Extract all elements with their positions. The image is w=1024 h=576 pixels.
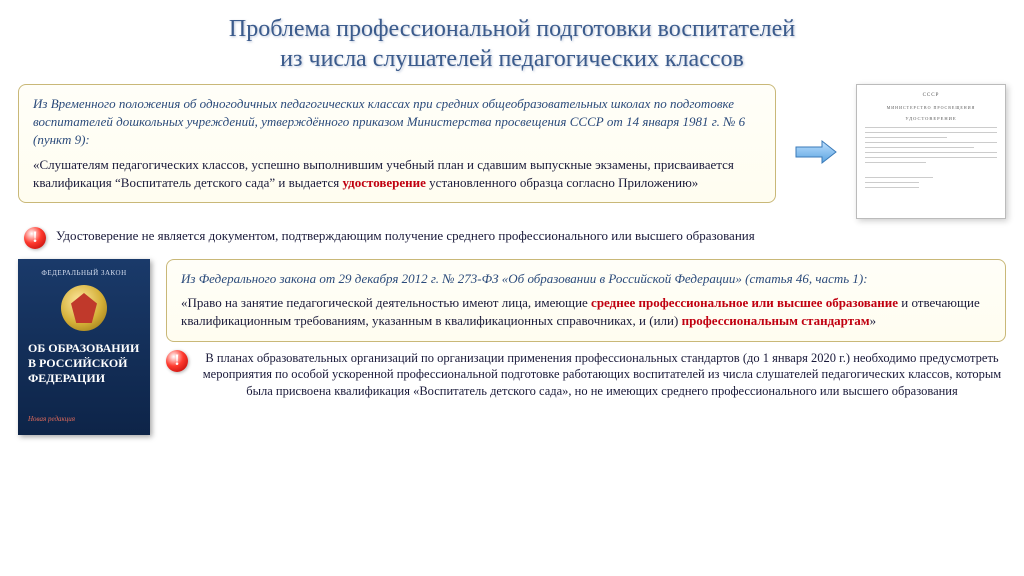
law-273-box: Из Федерального закона от 29 декабря 201… [166, 259, 1006, 342]
top-row: Из Временного положения об одногодичных … [0, 84, 1024, 219]
title-line1: Проблема профессиональной подготовки вос… [229, 16, 795, 42]
exclamation-icon: ! [166, 350, 188, 372]
mid-row: ФЕДЕРАЛЬНЫЙ ЗАКОН ОБ ОБРАЗОВАНИИ В РОССИ… [0, 253, 1024, 435]
bottom-note-row: ! В планах образовательных организаций п… [166, 350, 1006, 401]
certificate-thumbnail: СССР МИНИСТЕРСТВО ПРОСВЕЩЕНИЯ УДОСТОВЕРЕ… [856, 84, 1006, 219]
right-column: Из Федерального закона от 29 декабря 201… [166, 259, 1006, 400]
highlight-education: среднее профессиональное или высшее обра… [591, 295, 898, 310]
slide-title: Проблема профессиональной подготовки вос… [0, 0, 1024, 84]
highlight-udostoverenie: удостоверение [342, 175, 425, 190]
highlight-standards: профессиональным стандартам [682, 313, 870, 328]
exclamation-icon: ! [24, 227, 46, 249]
arrow-right-icon [794, 139, 838, 165]
bottom-note-text: В планах образовательных организаций по … [198, 350, 1006, 401]
book-title: ОБ ОБРАЗОВАНИИ В РОССИЙСКОЙ ФЕДЕРАЦИИ [28, 341, 140, 386]
book-cover: ФЕДЕРАЛЬНЫЙ ЗАКОН ОБ ОБРАЗОВАНИИ В РОССИ… [18, 259, 150, 435]
law-book: ФЕДЕРАЛЬНЫЙ ЗАКОН ОБ ОБРАЗОВАНИИ В РОССИ… [18, 259, 150, 435]
warning-1-row: ! Удостоверение не является документом, … [0, 219, 1024, 253]
law-273-quote: «Право на занятие педагогической деятель… [181, 294, 991, 330]
warning-1-text: Удостоверение не является документом, по… [56, 227, 755, 245]
law-273-head: Из Федерального закона от 29 декабря 201… [181, 270, 991, 288]
regulation-1981-head: Из Временного положения об одногодичных … [33, 95, 761, 150]
book-edition: Новая редакция [28, 415, 75, 423]
regulation-1981-box: Из Временного положения об одногодичных … [18, 84, 776, 203]
title-line2: из числа слушателей педагогических класс… [280, 46, 744, 72]
book-top-label: ФЕДЕРАЛЬНЫЙ ЗАКОН [28, 269, 140, 277]
coat-of-arms-icon [61, 285, 107, 331]
regulation-1981-quote: «Слушателям педагогических классов, успе… [33, 156, 761, 192]
